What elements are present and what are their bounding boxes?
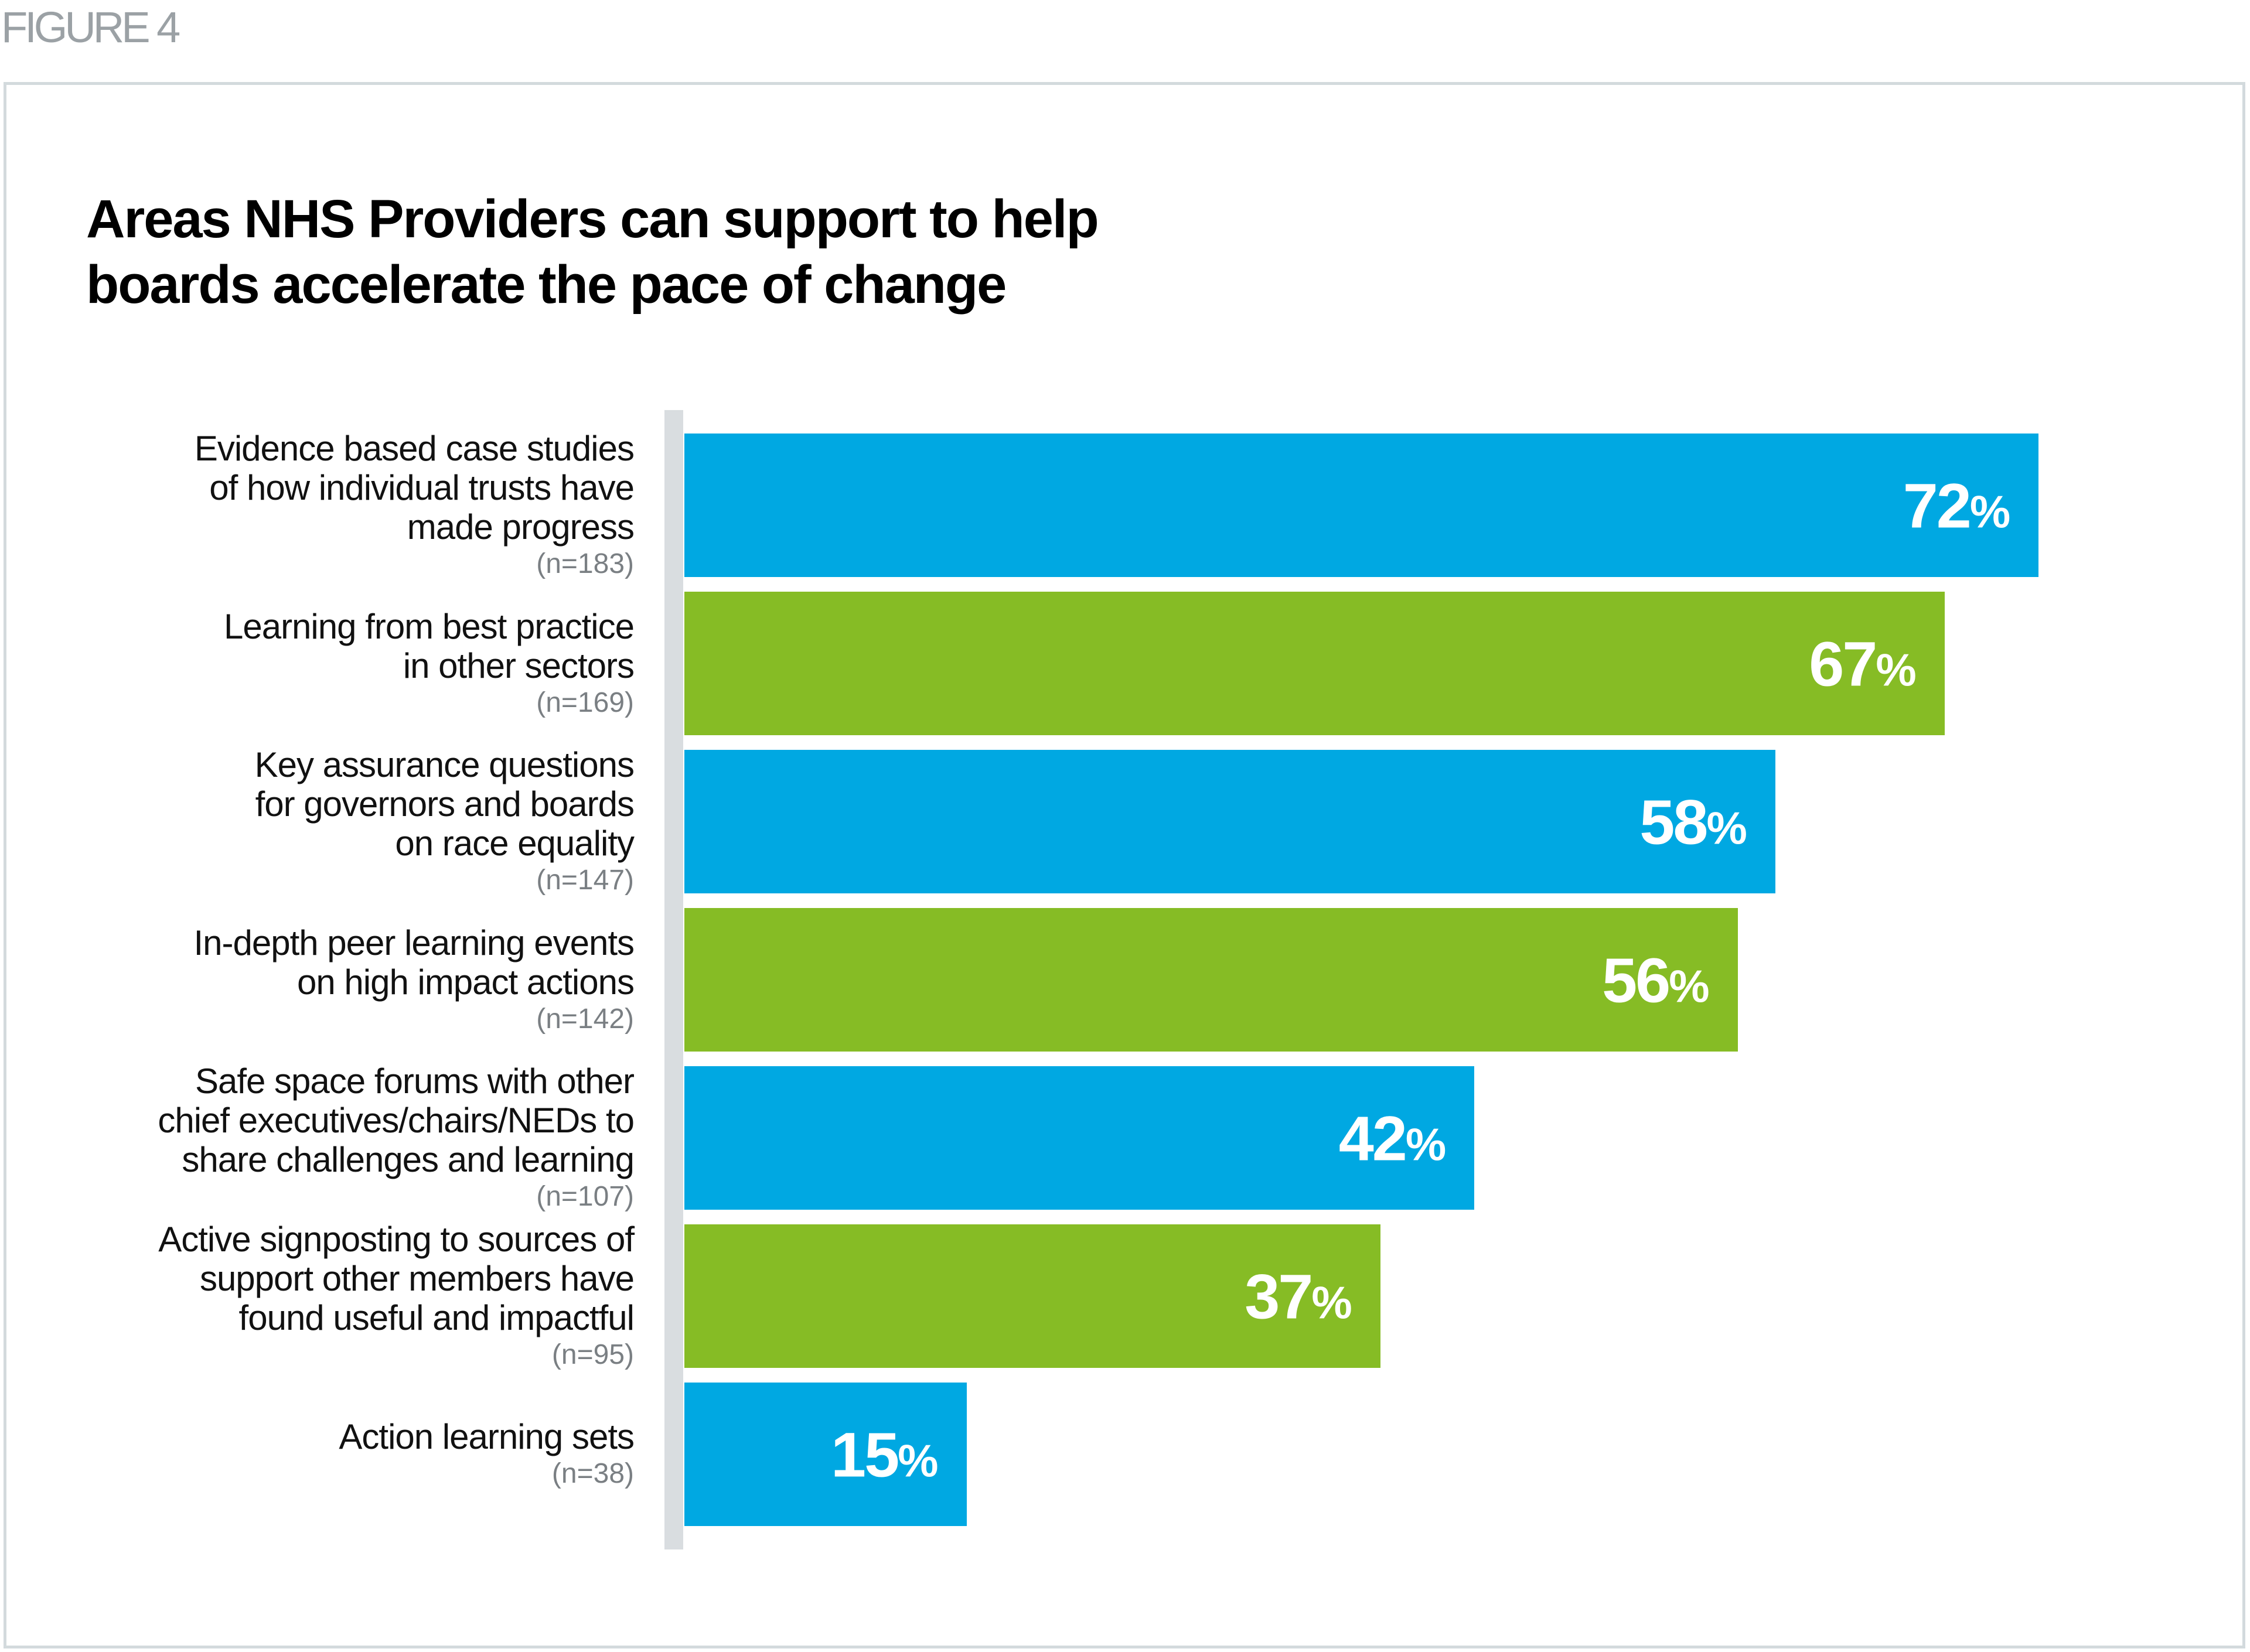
category-text: Evidence based case studies of how indiv…	[194, 429, 635, 547]
title-line-2: boards accelerate the pace of change	[86, 255, 1007, 315]
bar: 15%	[684, 1383, 967, 1526]
category-text: In-depth peer learning events on high im…	[193, 923, 635, 1002]
category-label: Safe space forums with other chief execu…	[48, 1061, 635, 1212]
category-label: Learning from best practice in other sec…	[48, 592, 635, 735]
data-label-value: 15	[831, 1419, 899, 1490]
sample-size-label: (n=38)	[551, 1458, 634, 1489]
data-label-suffix: %	[1669, 960, 1710, 1012]
data-label-suffix: %	[1706, 802, 1747, 854]
chart-frame	[4, 82, 2245, 1648]
category-text: Learning from best practice in other sec…	[223, 606, 635, 685]
sample-size-label: (n=183)	[536, 548, 634, 579]
category-label: Action learning sets (n=38)	[48, 1383, 635, 1526]
y-axis-line	[664, 410, 683, 1549]
bar: 37%	[684, 1224, 1380, 1368]
data-label-suffix: %	[1311, 1276, 1352, 1328]
category-text: Key assurance questions for governors an…	[254, 745, 635, 863]
category-label: Evidence based case studies of how indiv…	[48, 429, 635, 579]
category-label: Active signposting to sources of support…	[48, 1220, 635, 1370]
sample-size-label: (n=142)	[536, 1003, 634, 1035]
chart-title: Areas NHS Providers can support to help …	[86, 186, 1099, 318]
data-label-value: 56	[1602, 944, 1671, 1015]
bar: 56%	[684, 908, 1738, 1052]
bar: 72%	[684, 434, 2039, 577]
data-label: 58%	[1639, 785, 1747, 858]
sample-size-label: (n=95)	[551, 1339, 634, 1370]
data-label-suffix: %	[1876, 644, 1917, 695]
sample-size-label: (n=169)	[536, 687, 634, 718]
sample-size-label: (n=147)	[536, 865, 634, 896]
data-label-value: 58	[1639, 786, 1708, 857]
bar: 67%	[684, 592, 1945, 735]
data-label-suffix: %	[898, 1435, 939, 1486]
data-label-suffix: %	[1969, 486, 2011, 537]
category-text: Active signposting to sources of support…	[158, 1220, 635, 1337]
category-text: Safe space forums with other chief execu…	[158, 1061, 635, 1179]
title-line-1: Areas NHS Providers can support to help	[86, 189, 1099, 249]
data-label: 56%	[1602, 943, 1710, 1016]
category-label: Key assurance questions for governors an…	[48, 745, 635, 896]
data-label-value: 37	[1245, 1261, 1313, 1332]
data-label-value: 42	[1338, 1103, 1407, 1173]
data-label-value: 72	[1903, 470, 1972, 541]
category-label: In-depth peer learning events on high im…	[48, 908, 635, 1052]
sample-size-label: (n=107)	[536, 1181, 634, 1212]
figure-label: FIGURE 4	[1, 3, 180, 52]
data-label: 42%	[1339, 1101, 1447, 1175]
data-label: 72%	[1903, 469, 2011, 542]
data-label: 15%	[831, 1418, 939, 1491]
data-label-suffix: %	[1405, 1118, 1447, 1170]
data-label: 67%	[1809, 627, 1917, 700]
data-label: 37%	[1245, 1260, 1352, 1333]
category-text: Action learning sets	[339, 1417, 635, 1456]
bar: 58%	[684, 750, 1775, 893]
data-label-value: 67	[1809, 628, 1877, 699]
bar: 42%	[684, 1066, 1475, 1210]
